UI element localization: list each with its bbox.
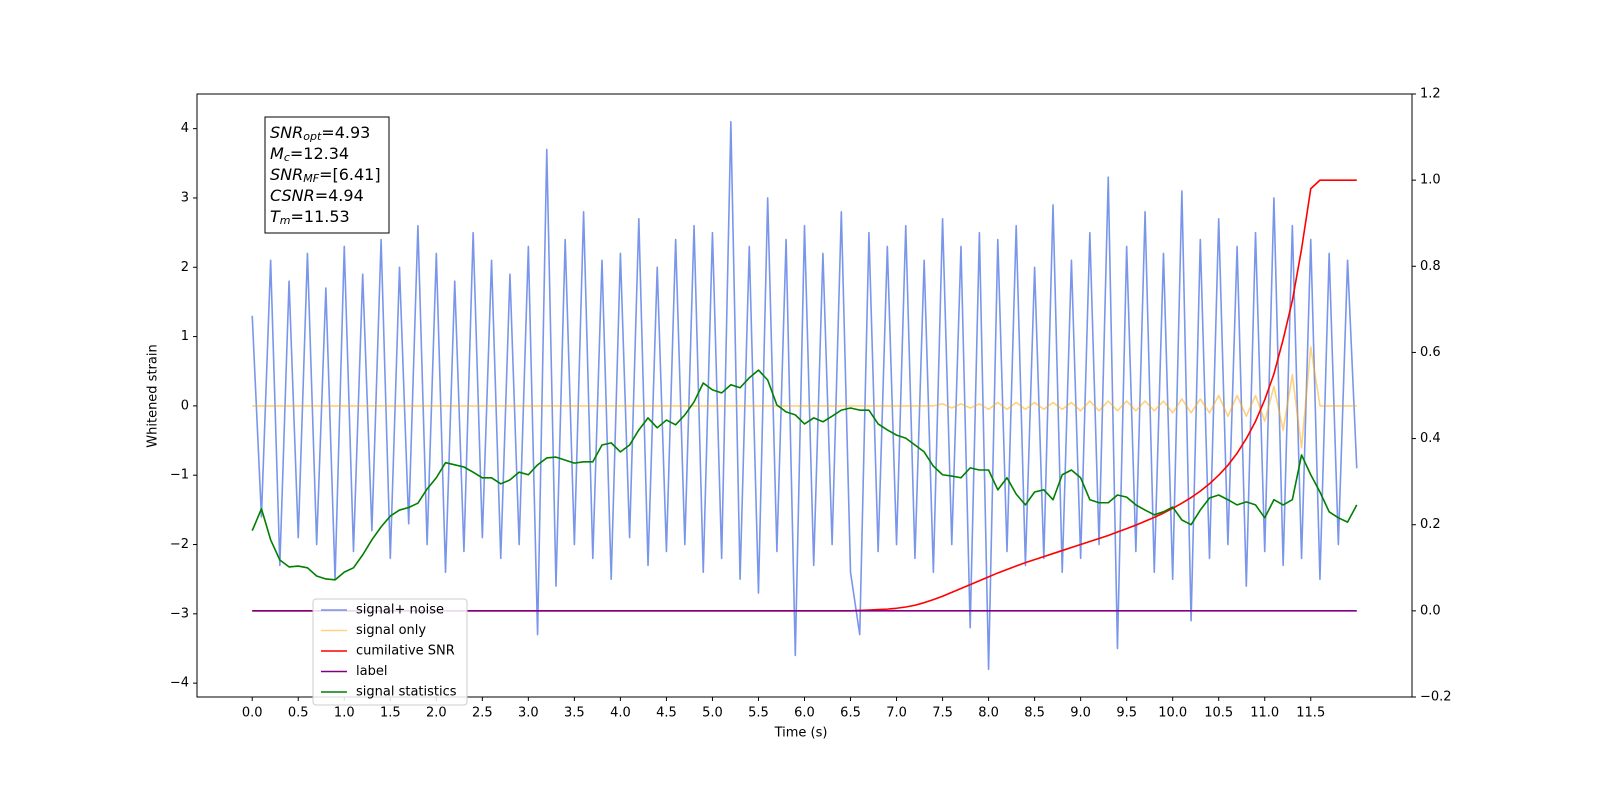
x-tick-label: 9.5 — [1116, 706, 1137, 721]
legend-label: cumilative SNR — [356, 644, 455, 659]
annotation-sub: c — [284, 151, 290, 164]
annotation-base: SNR — [270, 123, 303, 142]
y2-tick-label: 0.4 — [1420, 431, 1441, 446]
annotation-value: =4.94 — [315, 186, 364, 205]
y-tick-label: 1 — [181, 329, 189, 344]
x-tick-label: 8.0 — [978, 706, 999, 721]
legend-label: label — [356, 664, 387, 679]
series-line — [252, 346, 1357, 449]
x-tick-label: 5.0 — [702, 706, 723, 721]
x-tick-label: 3.5 — [564, 706, 585, 721]
annotation: CSNR=4.94 — [270, 186, 364, 205]
series-line — [251, 120, 1358, 671]
annotation-base: CSNR — [270, 186, 315, 205]
annotation-value: =12.34 — [290, 144, 349, 163]
y2-tick-label: 0.6 — [1420, 345, 1441, 360]
x-tick-label: 11.0 — [1250, 706, 1279, 721]
y-tick-label: 3 — [181, 190, 189, 205]
annotation-value: =4.93 — [321, 123, 370, 142]
legend-label: signal+ noise — [356, 603, 444, 618]
annotation: Tm=11.53 — [270, 207, 350, 228]
y-axis-label: Whitened strain — [146, 344, 161, 447]
annotation-value: =11.53 — [291, 207, 350, 226]
y2-tick-label: 0.0 — [1420, 603, 1441, 618]
y2-tick-label: 1.2 — [1420, 87, 1441, 102]
series-line — [251, 369, 1358, 581]
x-tick-label: 1.0 — [334, 706, 355, 721]
annotation-sub: opt — [303, 130, 322, 143]
x-tick-label: 2.5 — [472, 706, 493, 721]
y2-tick-label: 0.2 — [1420, 517, 1441, 532]
annotation-base: SNR — [270, 165, 303, 184]
x-tick-label: 11.5 — [1296, 706, 1325, 721]
annotation-value: =[6.41] — [319, 165, 381, 184]
x-tick-label: 3.0 — [518, 706, 539, 721]
y2-tick-label: −0.2 — [1420, 690, 1452, 705]
annotation-base: T — [270, 207, 281, 226]
annotation-sub: MF — [303, 172, 319, 185]
x-tick-label: 7.0 — [886, 706, 907, 721]
y-tick-label: 2 — [181, 260, 189, 275]
x-tick-label: 4.5 — [656, 706, 677, 721]
annotation: SNRopt=4.93 — [270, 123, 370, 144]
annotation-base: M — [270, 144, 284, 163]
x-tick-label: 9.0 — [1070, 706, 1091, 721]
y-tick-label: −3 — [170, 606, 189, 621]
y-tick-label: −1 — [170, 468, 189, 483]
x-tick-label: 10.5 — [1204, 706, 1233, 721]
x-tick-label: 2.0 — [426, 706, 447, 721]
x-tick-label: 0.5 — [288, 706, 309, 721]
legend-label: signal only — [356, 623, 426, 638]
x-tick-label: 4.0 — [610, 706, 631, 721]
annotation: SNRMF=[6.41] — [270, 165, 381, 186]
annotation-box — [264, 116, 390, 234]
x-tick-label: 0.0 — [242, 706, 263, 721]
annotation: Mc=12.34 — [270, 144, 349, 165]
annotation-sub: m — [280, 214, 291, 227]
y2-tick-label: 1.0 — [1420, 173, 1441, 188]
x-tick-label: 5.5 — [748, 706, 769, 721]
x-tick-label: 8.5 — [1024, 706, 1045, 721]
x-axis-label: Time (s) — [774, 726, 828, 741]
x-tick-label: 6.0 — [794, 706, 815, 721]
legend-box — [312, 598, 468, 706]
x-tick-label: 7.5 — [932, 706, 953, 721]
y-tick-label: 4 — [181, 121, 189, 136]
y-tick-label: 0 — [181, 398, 189, 413]
legend-label: signal statistics — [356, 685, 457, 700]
y-tick-label: −2 — [170, 537, 189, 552]
y-tick-label: −4 — [170, 676, 189, 691]
x-tick-label: 10.0 — [1158, 706, 1187, 721]
y2-tick-label: 0.8 — [1420, 259, 1441, 274]
x-tick-label: 6.5 — [840, 706, 861, 721]
x-tick-label: 1.5 — [380, 706, 401, 721]
